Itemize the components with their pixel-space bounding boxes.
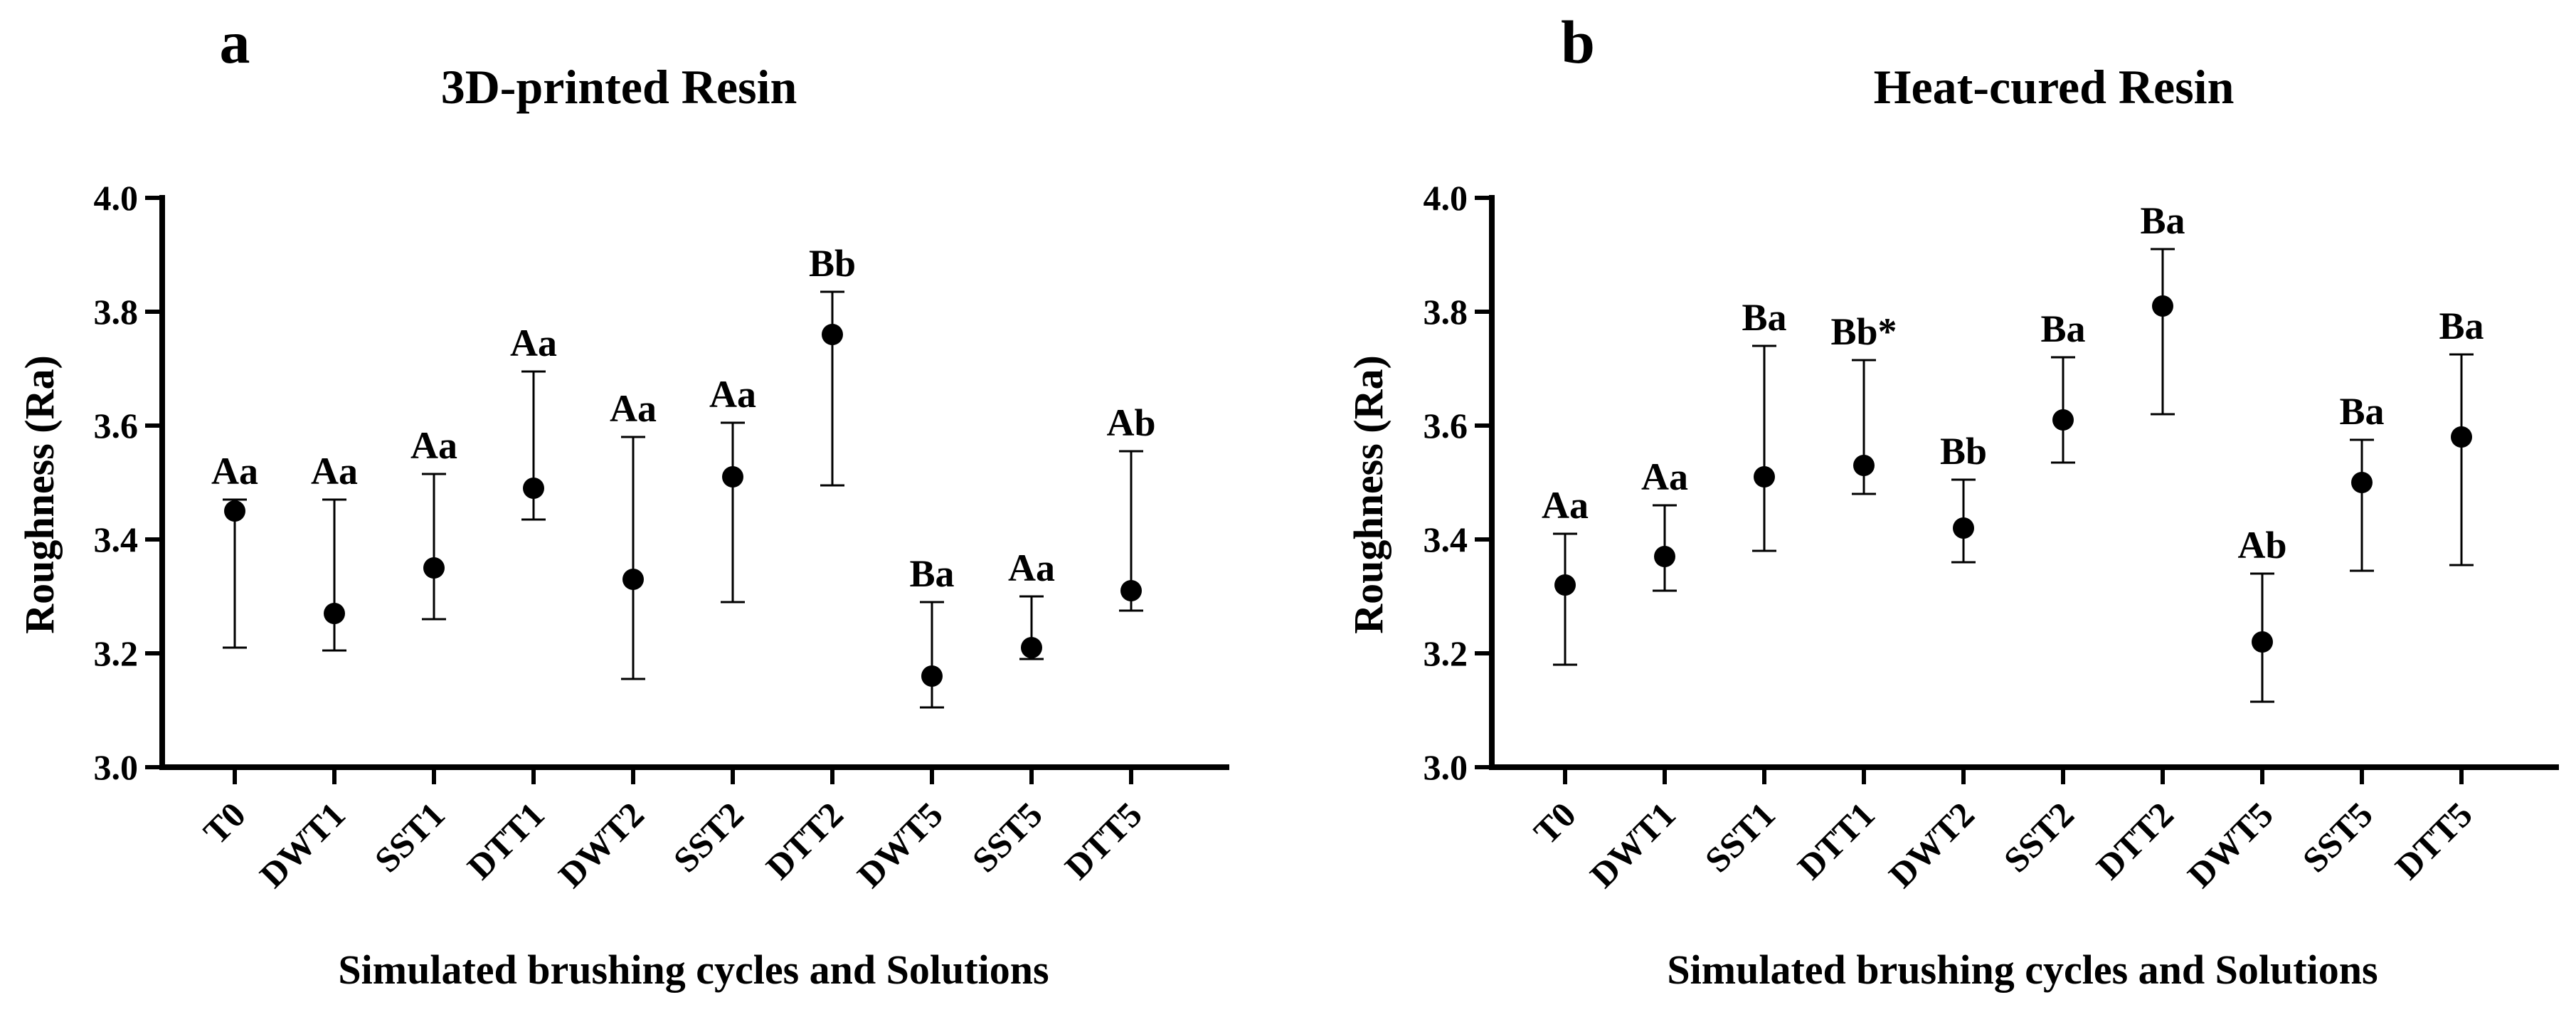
panel-b-y-tick-label: 4.0	[1424, 178, 1468, 218]
panel-a-data-point	[324, 603, 345, 624]
panel-a-y-axis-label: Roughness (Ra)	[16, 355, 63, 634]
panel-b-significance-label: Bb*	[1830, 310, 1897, 353]
panel-a-data-point	[224, 500, 245, 522]
panel-a-data-point	[523, 478, 544, 499]
panel-b-y-tick-label: 3.0	[1424, 747, 1468, 787]
panel-letter-a: a	[220, 8, 250, 76]
panel-a-y-tick-label: 3.0	[94, 747, 139, 787]
panel-b-data-point	[2052, 409, 2074, 431]
panel-b-significance-label: Ba	[2140, 199, 2185, 242]
panel-letter-b: b	[1561, 8, 1595, 76]
panel-b-significance-label: Ab	[2237, 524, 2286, 567]
panel-b-title: Heat-cured Resin	[1874, 60, 2235, 114]
panel-b-data-point	[1953, 517, 1974, 539]
panel-b-data-point	[2451, 426, 2472, 448]
panel-a-significance-label: Ba	[909, 552, 954, 595]
panel-a-significance-label: Aa	[410, 424, 457, 467]
panel-b-data-point	[2252, 631, 2273, 653]
panel-a-significance-label: Aa	[1008, 547, 1055, 589]
panel-a-significance-label: Aa	[610, 387, 657, 430]
panel-a-significance-label: Ab	[1106, 401, 1155, 444]
panel-a-significance-label: Aa	[709, 373, 756, 416]
panel-a-significance-label: Aa	[211, 450, 258, 492]
panel-b-y-tick-label: 3.4	[1424, 520, 1468, 559]
panel-a-data-point	[423, 557, 445, 579]
panel-b-significance-label: Ba	[1742, 296, 1786, 339]
panel-a-x-axis-label: Simulated brushing cycles and Solutions	[338, 947, 1049, 993]
panel-a-data-point	[622, 569, 644, 590]
panel-b-data-point	[1654, 546, 1675, 567]
panel-b-y-tick-label: 3.8	[1424, 292, 1468, 332]
panel-b-data-point	[2152, 295, 2173, 317]
panel-a-title: 3D-printed Resin	[441, 60, 797, 114]
panel-b-significance-label: Ba	[2339, 390, 2384, 433]
panel-b-significance-label: Ba	[2439, 305, 2484, 347]
panel-a-significance-label: Bb	[809, 242, 856, 285]
panel-a-y-tick-label: 3.2	[94, 633, 139, 673]
panel-b-significance-label: Aa	[1542, 484, 1589, 527]
panel-b-y-tick-label: 3.2	[1424, 633, 1468, 673]
panel-b-data-point	[2351, 472, 2373, 493]
panel-b-significance-label: Bb	[1940, 430, 1987, 473]
panel-b-significance-label: Ba	[2040, 307, 2085, 350]
panel-b-y-tick-label: 3.6	[1424, 406, 1468, 446]
panel-b-significance-label: Aa	[1641, 455, 1688, 498]
panel-a-data-point	[822, 324, 843, 345]
panel-b-data-point	[1554, 574, 1576, 596]
panel-a-significance-label: Aa	[311, 450, 358, 492]
panel-a-data-point	[1021, 637, 1042, 658]
panel-a-significance-label: Aa	[510, 322, 557, 364]
panel-b-data-point	[1853, 455, 1875, 476]
panel-b-y-axis-label: Roughness (Ra)	[1345, 355, 1392, 634]
panel-a-y-tick-label: 3.6	[94, 406, 139, 446]
panel-b-data-point	[1754, 466, 1775, 488]
panel-b-x-axis-label: Simulated brushing cycles and Solutions	[1667, 947, 2378, 993]
panel-a-data-point	[921, 665, 943, 687]
panel-a-data-point	[1120, 580, 1142, 601]
panel-a-data-point	[722, 466, 743, 488]
panel-a-y-tick-label: 3.8	[94, 292, 139, 332]
panel-a-y-tick-label: 4.0	[94, 178, 139, 218]
panel-a-y-tick-label: 3.4	[94, 520, 139, 559]
